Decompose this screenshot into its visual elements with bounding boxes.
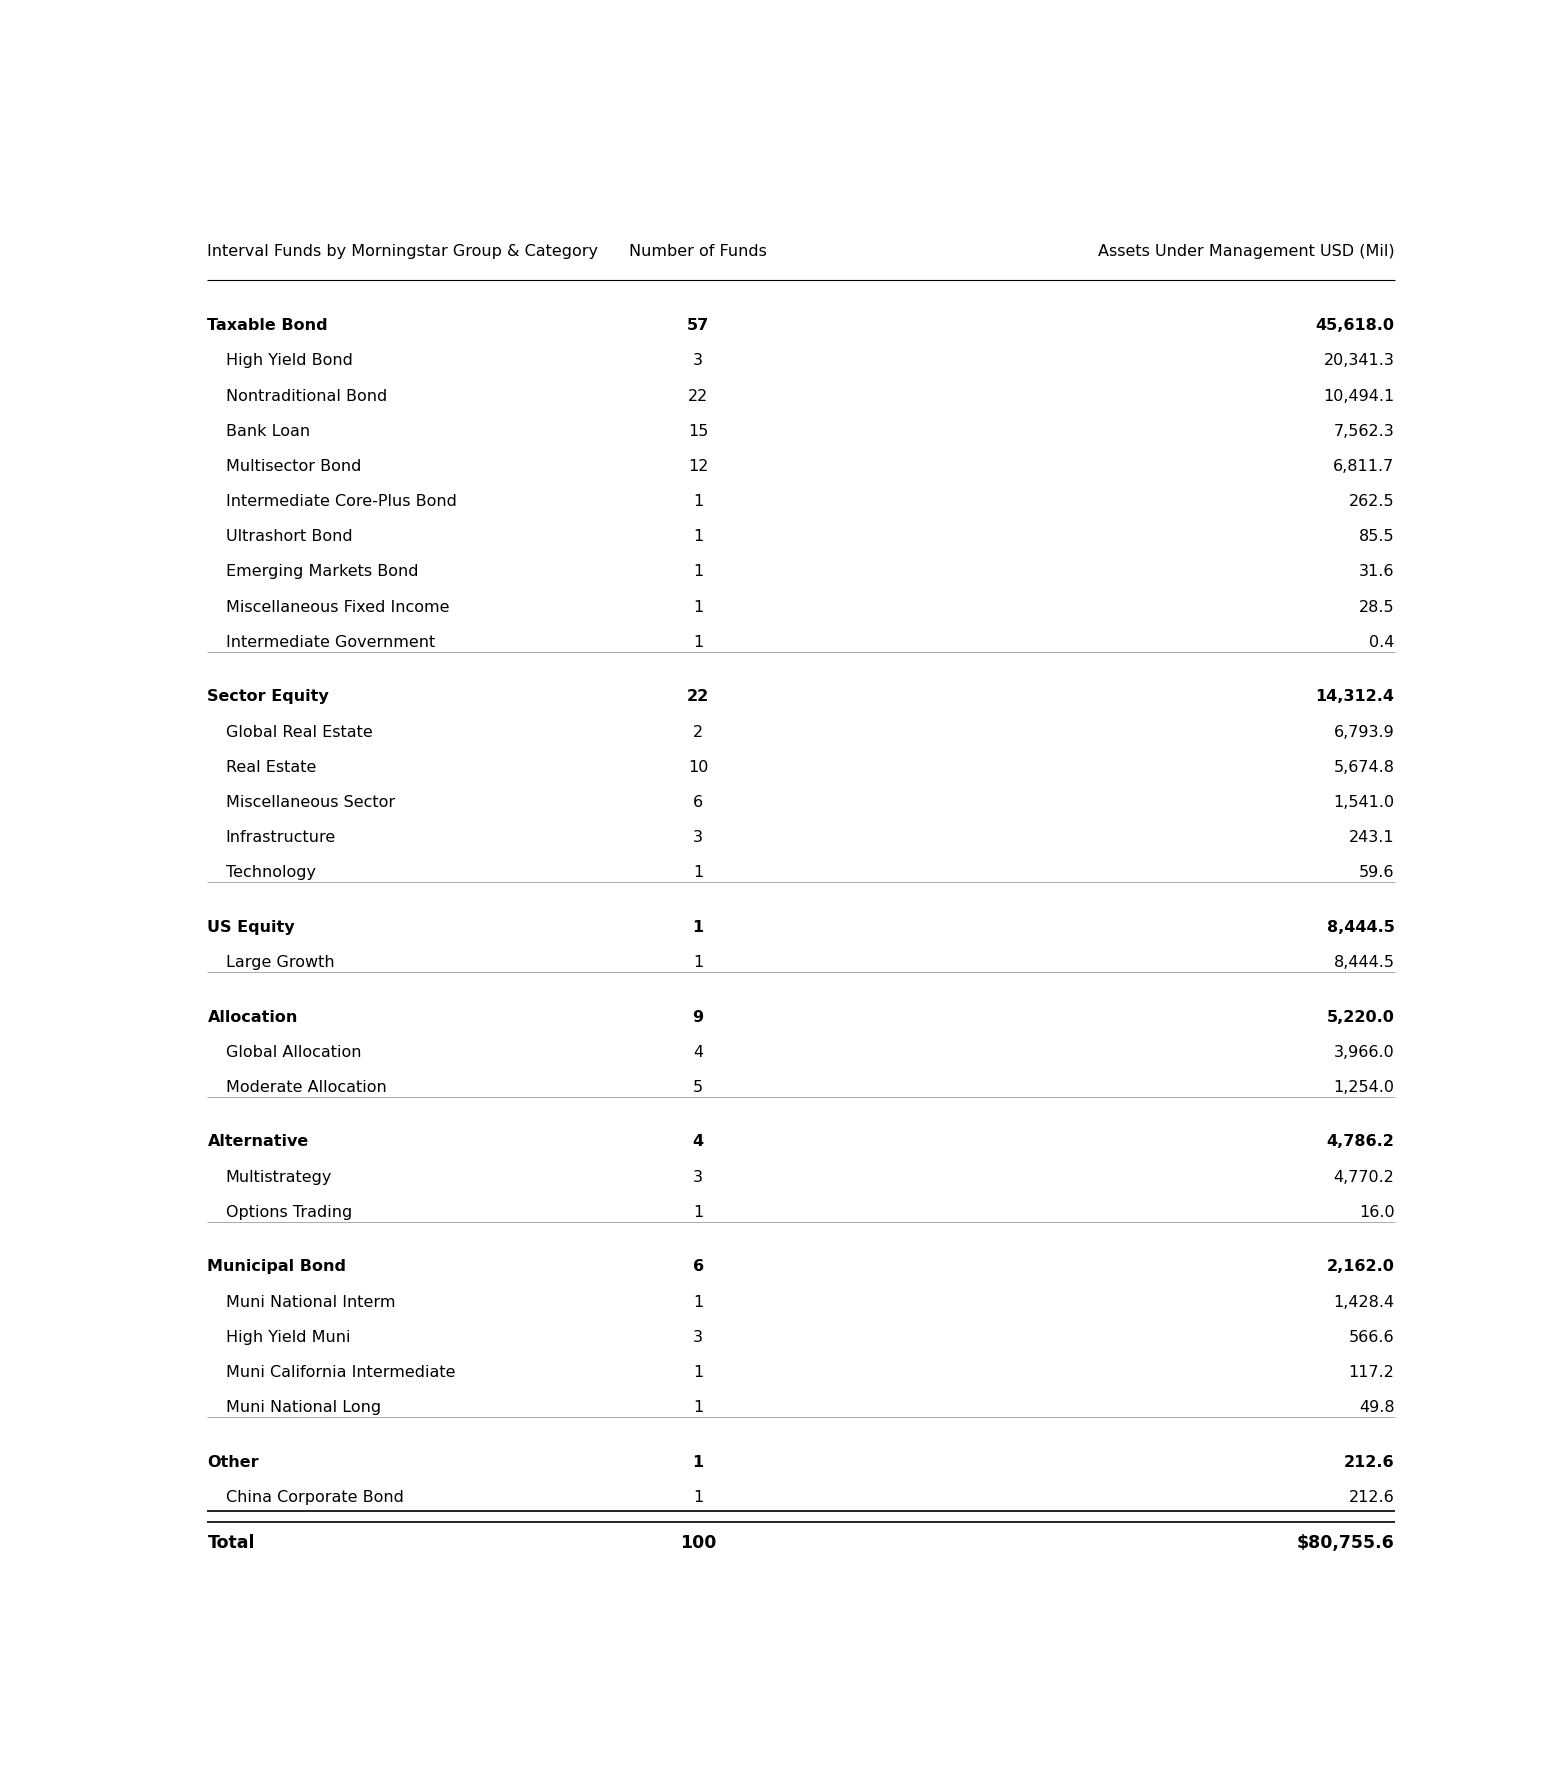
Text: 1: 1 bbox=[692, 1365, 703, 1380]
Text: 1: 1 bbox=[692, 564, 703, 580]
Text: Other: Other bbox=[208, 1454, 259, 1470]
Text: 49.8: 49.8 bbox=[1358, 1401, 1394, 1415]
Text: Allocation: Allocation bbox=[208, 1009, 299, 1025]
Text: 3: 3 bbox=[692, 1330, 703, 1344]
Text: Total: Total bbox=[208, 1534, 255, 1552]
Text: 8,444.5: 8,444.5 bbox=[1327, 920, 1394, 934]
Text: 22: 22 bbox=[688, 689, 710, 705]
Text: 1: 1 bbox=[692, 1205, 703, 1219]
Text: 212.6: 212.6 bbox=[1344, 1454, 1394, 1470]
Text: 5: 5 bbox=[692, 1080, 703, 1095]
Text: 1: 1 bbox=[692, 920, 703, 934]
Text: Global Allocation: Global Allocation bbox=[225, 1045, 361, 1059]
Text: 0.4: 0.4 bbox=[1369, 635, 1394, 650]
Text: Muni National Interm: Muni National Interm bbox=[225, 1294, 395, 1310]
Text: 100: 100 bbox=[680, 1534, 716, 1552]
Text: 22: 22 bbox=[688, 388, 708, 404]
Text: 10,494.1: 10,494.1 bbox=[1324, 388, 1394, 404]
Text: 1: 1 bbox=[692, 1294, 703, 1310]
Text: 15: 15 bbox=[688, 424, 708, 438]
Text: 4,770.2: 4,770.2 bbox=[1333, 1169, 1394, 1185]
Text: Assets Under Management USD (Mil): Assets Under Management USD (Mil) bbox=[1097, 244, 1394, 260]
Text: 1: 1 bbox=[692, 956, 703, 970]
Text: 31.6: 31.6 bbox=[1360, 564, 1394, 580]
Text: Number of Funds: Number of Funds bbox=[630, 244, 767, 260]
Text: 20,341.3: 20,341.3 bbox=[1324, 354, 1394, 368]
Text: 4: 4 bbox=[692, 1045, 703, 1059]
Text: Municipal Bond: Municipal Bond bbox=[208, 1260, 347, 1274]
Text: 1,541.0: 1,541.0 bbox=[1333, 796, 1394, 810]
Text: 4: 4 bbox=[692, 1134, 703, 1150]
Text: Options Trading: Options Trading bbox=[225, 1205, 352, 1219]
Text: Technology: Technology bbox=[225, 865, 316, 881]
Text: US Equity: US Equity bbox=[208, 920, 295, 934]
Text: Sector Equity: Sector Equity bbox=[208, 689, 330, 705]
Text: 6,793.9: 6,793.9 bbox=[1333, 724, 1394, 739]
Text: Interval Funds by Morningstar Group & Category: Interval Funds by Morningstar Group & Ca… bbox=[208, 244, 599, 260]
Text: 1: 1 bbox=[692, 635, 703, 650]
Text: 212.6: 212.6 bbox=[1349, 1490, 1394, 1504]
Text: 566.6: 566.6 bbox=[1349, 1330, 1394, 1344]
Text: 14,312.4: 14,312.4 bbox=[1316, 689, 1394, 705]
Text: Alternative: Alternative bbox=[208, 1134, 309, 1150]
Text: 1: 1 bbox=[692, 600, 703, 614]
Text: Multistrategy: Multistrategy bbox=[225, 1169, 331, 1185]
Text: Emerging Markets Bond: Emerging Markets Bond bbox=[225, 564, 419, 580]
Text: 3: 3 bbox=[692, 354, 703, 368]
Text: 1,428.4: 1,428.4 bbox=[1333, 1294, 1394, 1310]
Text: Muni National Long: Muni National Long bbox=[225, 1401, 381, 1415]
Text: Moderate Allocation: Moderate Allocation bbox=[225, 1080, 386, 1095]
Text: 1: 1 bbox=[692, 495, 703, 509]
Text: Intermediate Government: Intermediate Government bbox=[225, 635, 435, 650]
Text: 1: 1 bbox=[692, 1490, 703, 1504]
Text: China Corporate Bond: China Corporate Bond bbox=[225, 1490, 403, 1504]
Text: 3: 3 bbox=[692, 1169, 703, 1185]
Text: Muni California Intermediate: Muni California Intermediate bbox=[225, 1365, 455, 1380]
Text: 28.5: 28.5 bbox=[1358, 600, 1394, 614]
Text: Multisector Bond: Multisector Bond bbox=[225, 459, 361, 473]
Text: 5,674.8: 5,674.8 bbox=[1333, 760, 1394, 774]
Text: 262.5: 262.5 bbox=[1349, 495, 1394, 509]
Text: 1: 1 bbox=[692, 865, 703, 881]
Text: 2: 2 bbox=[692, 724, 703, 739]
Text: 5,220.0: 5,220.0 bbox=[1327, 1009, 1394, 1025]
Text: 10: 10 bbox=[688, 760, 708, 774]
Text: 243.1: 243.1 bbox=[1349, 829, 1394, 845]
Text: 6: 6 bbox=[692, 1260, 703, 1274]
Text: 6,811.7: 6,811.7 bbox=[1333, 459, 1394, 473]
Text: 12: 12 bbox=[688, 459, 708, 473]
Text: Large Growth: Large Growth bbox=[225, 956, 334, 970]
Text: 1: 1 bbox=[692, 1454, 703, 1470]
Text: 9: 9 bbox=[692, 1009, 703, 1025]
Text: 57: 57 bbox=[688, 319, 710, 333]
Text: 3,966.0: 3,966.0 bbox=[1333, 1045, 1394, 1059]
Text: High Yield Bond: High Yield Bond bbox=[225, 354, 353, 368]
Text: 117.2: 117.2 bbox=[1349, 1365, 1394, 1380]
Text: Taxable Bond: Taxable Bond bbox=[208, 319, 328, 333]
Text: 1,254.0: 1,254.0 bbox=[1333, 1080, 1394, 1095]
Text: Bank Loan: Bank Loan bbox=[225, 424, 309, 438]
Text: Miscellaneous Sector: Miscellaneous Sector bbox=[225, 796, 395, 810]
Text: Global Real Estate: Global Real Estate bbox=[225, 724, 372, 739]
Text: Real Estate: Real Estate bbox=[225, 760, 316, 774]
Text: 1: 1 bbox=[692, 1401, 703, 1415]
Text: High Yield Muni: High Yield Muni bbox=[225, 1330, 350, 1344]
Text: 4,786.2: 4,786.2 bbox=[1327, 1134, 1394, 1150]
Text: Ultrashort Bond: Ultrashort Bond bbox=[225, 529, 352, 545]
Text: 45,618.0: 45,618.0 bbox=[1316, 319, 1394, 333]
Text: $80,755.6: $80,755.6 bbox=[1297, 1534, 1394, 1552]
Text: 8,444.5: 8,444.5 bbox=[1333, 956, 1394, 970]
Text: 16.0: 16.0 bbox=[1358, 1205, 1394, 1219]
Text: 3: 3 bbox=[692, 829, 703, 845]
Text: 2,162.0: 2,162.0 bbox=[1327, 1260, 1394, 1274]
Text: 85.5: 85.5 bbox=[1358, 529, 1394, 545]
Text: Intermediate Core-Plus Bond: Intermediate Core-Plus Bond bbox=[225, 495, 456, 509]
Text: Nontraditional Bond: Nontraditional Bond bbox=[225, 388, 388, 404]
Text: 7,562.3: 7,562.3 bbox=[1333, 424, 1394, 438]
Text: 6: 6 bbox=[692, 796, 703, 810]
Text: 59.6: 59.6 bbox=[1360, 865, 1394, 881]
Text: Miscellaneous Fixed Income: Miscellaneous Fixed Income bbox=[225, 600, 449, 614]
Text: Infrastructure: Infrastructure bbox=[225, 829, 336, 845]
Text: 1: 1 bbox=[692, 529, 703, 545]
